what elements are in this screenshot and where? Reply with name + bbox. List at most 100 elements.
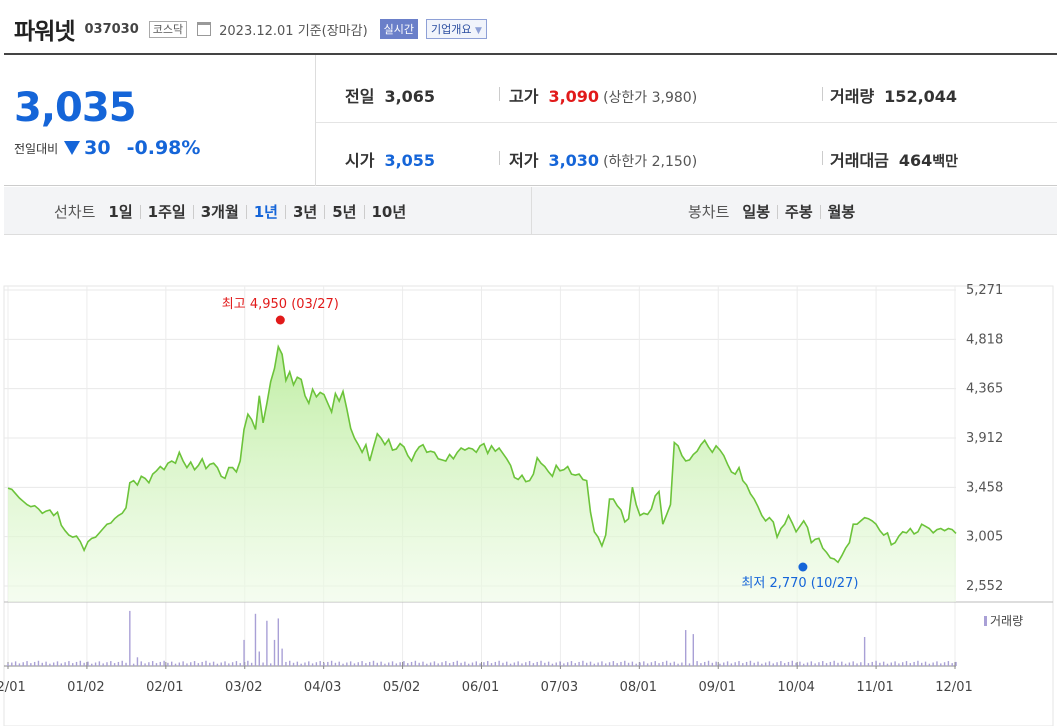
tab-3y[interactable]: 3년 [285,204,324,219]
tab-3m[interactable]: 3개월 [192,204,246,219]
volume-bar [947,661,950,666]
volume-bar [494,661,497,666]
company-overview-label: 기업개요 [431,23,472,36]
volume-bar [159,661,161,666]
volume-bar [833,660,835,666]
volume-bar [231,662,234,666]
market-badge: 코스닥 [148,20,188,38]
volume-bar [658,663,660,666]
volume-bar [605,663,607,666]
volume-bar [102,663,104,666]
volume-bar [665,660,668,666]
volume-bar [734,662,736,666]
volume-bar [917,660,919,666]
volume-bar [315,662,318,666]
volume-bar [277,618,280,666]
y-tick-label: 4,365 [966,382,1003,397]
volume-bar [643,661,645,666]
volume-bar [650,662,653,666]
volume-bar [380,661,382,666]
volume-bar [346,662,348,666]
volume-bar [304,662,306,666]
volume-bar [578,661,580,666]
volume-bar [582,660,584,666]
volume-bar [296,661,299,666]
volume-bar [368,661,371,666]
volume-bar [178,662,181,666]
volume-bar [856,663,858,666]
volume-bar [818,662,820,666]
volume-bar [943,662,946,666]
price-chart[interactable]: 5,271 4,818 4,365 3,912 3,458 3,005 2,552 12/01… [0,236,1057,726]
bar-divider [531,187,532,235]
volume-bar [822,661,824,666]
volume-bar [193,661,196,666]
separator [822,151,823,165]
volume-bar [696,661,698,666]
tab-1d[interactable]: 1일 [108,202,133,221]
volume-bar [898,663,900,666]
prev-close-label: 전일 [345,87,375,106]
volume-bar [593,663,596,666]
volume-bar [528,661,531,666]
volume-bar [391,661,394,666]
volume-bar [94,662,97,666]
volume-bar [308,661,310,666]
company-overview-dropdown[interactable]: 기업개요 ▼ [426,19,487,39]
tab-10y[interactable]: 10년 [363,204,414,219]
volume-bar [45,661,47,666]
high-value: 3,090 [548,87,600,106]
open-value: 3,055 [384,151,436,170]
volume-bar [783,663,786,666]
x-tick-label: 06/01 [462,680,499,695]
realtime-button[interactable]: 실시간 [379,19,419,39]
max-marker [275,315,285,325]
volume-bar [487,661,489,666]
volume-bar [483,662,485,666]
volume-bar [98,661,101,666]
separator [499,151,500,165]
tab-weekly[interactable]: 주봉 [777,204,820,219]
x-tick-label: 01/02 [67,680,104,695]
volume-bar [323,663,325,666]
volume-bar [26,661,28,666]
volume-bar [300,663,302,666]
volume-bar [361,661,363,666]
quote-panel: 3,035 전일대비 30 -0.98% 전일 3,065 고가 3,090 (… [4,53,1057,186]
y-tick-label: 5,271 [966,283,1003,298]
price-area [8,346,956,602]
tab-monthly[interactable]: 월봉 [819,204,863,219]
volume-bar [110,661,112,666]
volume-bar [56,661,59,666]
chart-frame [3,285,1054,726]
volume-bar [243,639,245,666]
volume-bar [860,662,862,666]
change-row: 전일대비 30 -0.98% [14,137,200,159]
volume-bar [52,662,55,666]
volume-bar [117,661,120,666]
tab-1y[interactable]: 1년 [245,204,285,219]
volume-bar [829,661,832,666]
tab-1w[interactable]: 1주일 [139,204,193,219]
period-bar: 선차트 1일 1주일 3개월 1년 3년 5년 10년 봉차트 일봉 주봉 월봉 [4,187,1057,235]
volume-bar [940,663,942,666]
change-percent: -0.98% [126,137,201,159]
volume-bar [601,661,603,666]
volume-bar [448,663,451,666]
volume-bar [681,662,683,666]
amount-value: 464백만 [899,151,958,171]
low-value: 3,030 [548,151,600,170]
volume-bar [30,663,32,666]
volume-bar [11,662,13,666]
volume-bar [753,662,755,666]
separator [822,87,823,101]
volume-bar [521,663,523,666]
volume-bar [395,663,398,666]
tab-daily[interactable]: 일봉 [742,202,771,221]
volume-bar [220,662,222,666]
volume-bar [669,662,672,666]
tab-5y[interactable]: 5년 [324,204,363,219]
change-label: 전일대비 [14,141,59,156]
chevron-down-icon: ▼ [475,26,482,36]
volume-bar [452,661,455,666]
